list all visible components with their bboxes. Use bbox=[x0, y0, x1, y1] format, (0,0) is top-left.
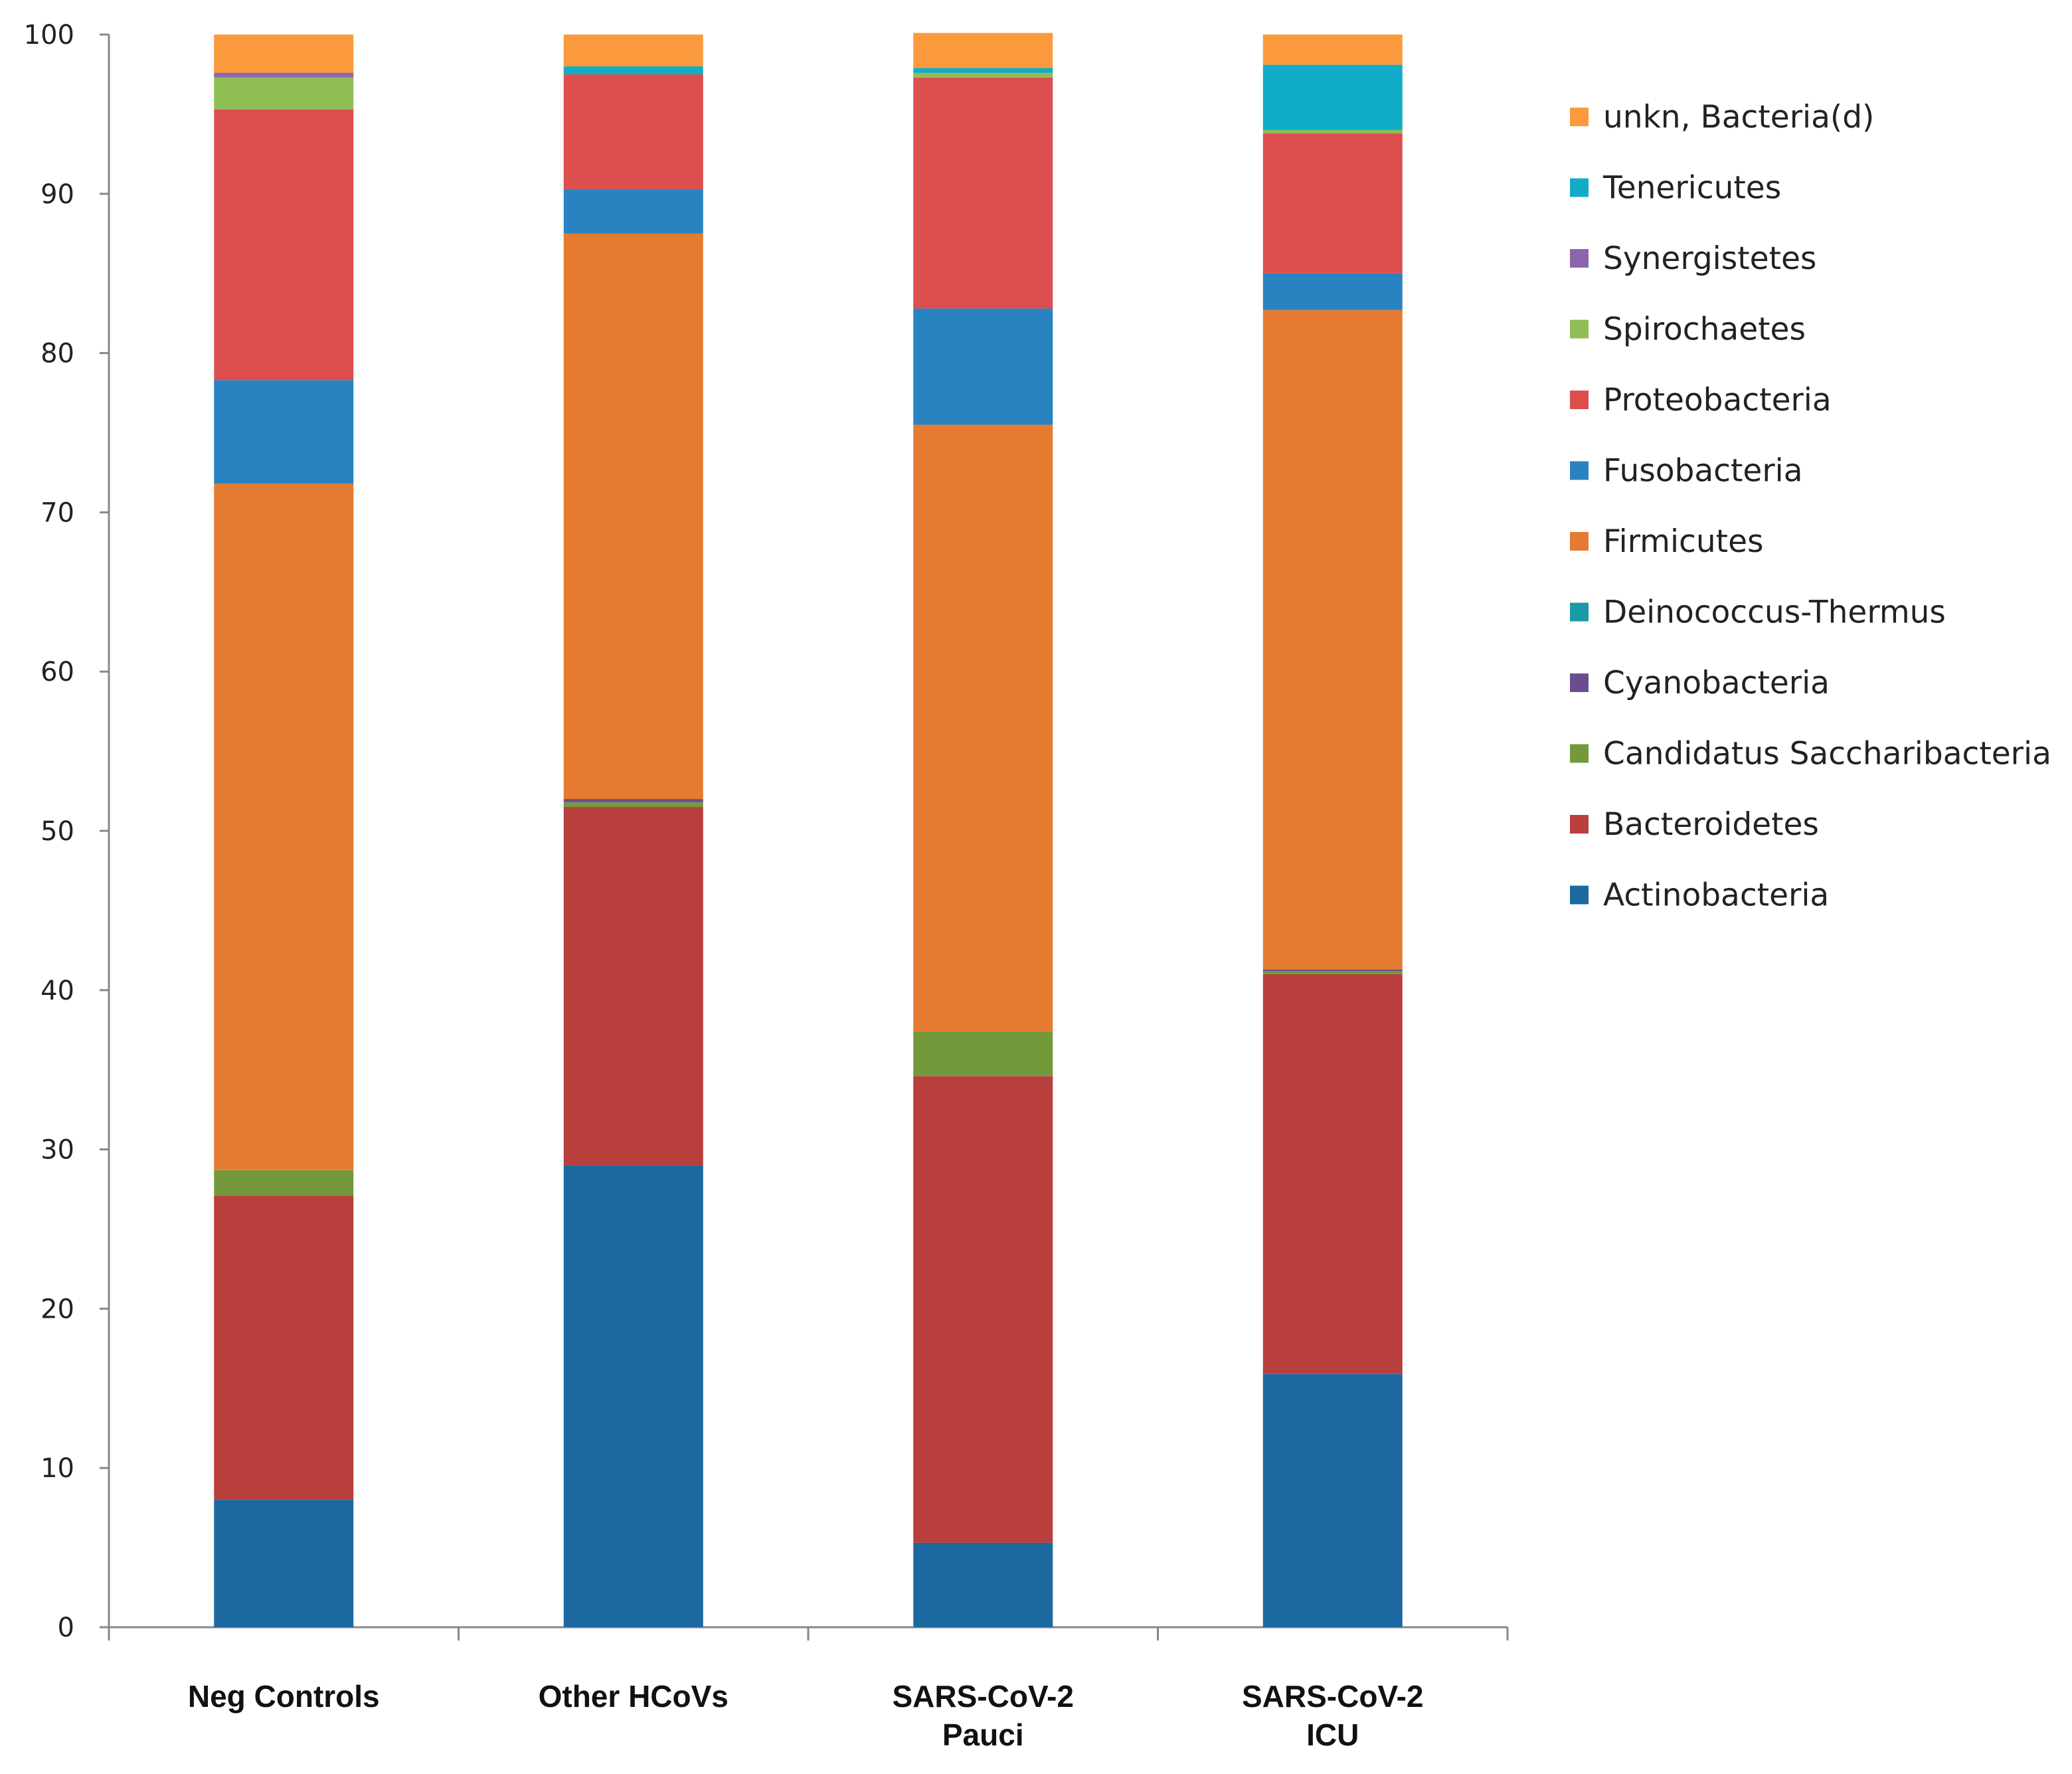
category-label: SARS-CoV-2 ICU bbox=[1242, 1679, 1423, 1752]
bar-segment-actinobacteria bbox=[913, 1542, 1053, 1627]
y-tick-label: 70 bbox=[41, 497, 74, 528]
bar-segment-actinobacteria bbox=[563, 1165, 703, 1627]
legend-label-actinobacteria: Actinobacteria bbox=[1603, 877, 1829, 914]
legend-swatch-deinococcus-thermus bbox=[1570, 602, 1589, 622]
bar-segment-candidatus-saccharibacteria bbox=[563, 802, 703, 808]
y-tick-label: 90 bbox=[41, 179, 74, 210]
bar-segment-unkn-bacteria-d bbox=[913, 33, 1053, 68]
bars bbox=[214, 33, 1403, 1627]
bar-segment-bacteroidetes bbox=[563, 807, 703, 1166]
y-tick-label: 10 bbox=[41, 1453, 74, 1484]
y-tick-label: 100 bbox=[24, 20, 74, 50]
bar-segment-fusobacteria bbox=[1262, 273, 1403, 310]
bar-segment-firmicutes bbox=[1262, 310, 1403, 970]
y-axis: 0 10 20 30 40 50 60 70 80 90 100 bbox=[24, 20, 110, 1643]
legend-label-deinococcus-thermus: Deinococcus-Thermus bbox=[1603, 594, 1946, 631]
legend-swatch-synergistetes bbox=[1570, 249, 1589, 268]
bar-segment-spirochaetes bbox=[1262, 130, 1403, 133]
bar-segment-firmicutes bbox=[563, 233, 703, 800]
legend-swatch-firmicutes bbox=[1570, 532, 1589, 551]
legend-label-candidatus-saccharibacteria: Candidatus Saccharibacteria bbox=[1603, 736, 2051, 772]
legend-label-unkn-bacteria-d: unkn, Bacteria(d) bbox=[1603, 99, 1874, 135]
category-label-line: ICU bbox=[1306, 1718, 1359, 1752]
bar-segment-candidatus-saccharibacteria bbox=[913, 1031, 1053, 1077]
bar-segment-proteobacteria bbox=[1262, 133, 1403, 274]
category-labels: Neg Controls Other HCoVs SARS-CoV-2 PauciSA… bbox=[188, 1679, 1424, 1752]
bar-segment-cyanobacteria bbox=[563, 799, 703, 802]
bar-segment-cyanobacteria bbox=[1262, 969, 1403, 972]
legend-swatch-cyanobacteria bbox=[1570, 673, 1589, 692]
y-tick-label: 30 bbox=[41, 1135, 74, 1166]
bar-segment-bacteroidetes bbox=[214, 1196, 354, 1500]
legend-label-fusobacteria: Fusobacteria bbox=[1603, 453, 1803, 489]
y-tick-label: 50 bbox=[41, 816, 74, 847]
bar-segment-candidatus-saccharibacteria bbox=[1262, 971, 1403, 974]
bar-segment-bacteroidetes bbox=[913, 1076, 1053, 1543]
bar-segment-actinobacteria bbox=[214, 1500, 354, 1627]
bar-segment-fusobacteria bbox=[214, 380, 354, 484]
legend: unkn, Bacteria(d) Tenericutes Synergistete… bbox=[1570, 99, 2051, 914]
legend-swatch-proteobacteria bbox=[1570, 391, 1589, 409]
bar-segment-candidatus-saccharibacteria bbox=[214, 1170, 354, 1196]
bar-segment-firmicutes bbox=[913, 424, 1053, 1032]
legend-swatch-spirochaetes bbox=[1570, 319, 1589, 339]
legend-swatch-unkn-bacteria-d bbox=[1570, 108, 1589, 126]
legend-label-bacteroidetes: Bacteroidetes bbox=[1603, 806, 1819, 843]
bar-segment-synergistetes bbox=[214, 72, 354, 78]
bar-segment-spirochaetes bbox=[913, 72, 1053, 78]
y-tick-label: 60 bbox=[41, 657, 74, 687]
bar-segment-tenericutes bbox=[563, 66, 703, 74]
category-label-line: Pauci bbox=[942, 1718, 1024, 1752]
category-label: SARS-CoV-2 Pauci bbox=[893, 1679, 1074, 1752]
y-tick-label: 80 bbox=[41, 339, 74, 369]
legend-label-proteobacteria: Proteobacteria bbox=[1603, 382, 1832, 418]
bar-segment-tenericutes bbox=[913, 68, 1053, 73]
legend-label-synergistetes: Synergistetes bbox=[1603, 240, 1816, 277]
legend-label-cyanobacteria: Cyanobacteria bbox=[1603, 665, 1830, 701]
bar-segment-unkn-bacteria-d bbox=[1262, 35, 1403, 65]
category-label: Other HCoVs bbox=[539, 1679, 729, 1714]
bar-segment-tenericutes bbox=[1262, 64, 1403, 130]
bar-segment-fusobacteria bbox=[913, 308, 1053, 425]
bar-segment-fusobacteria bbox=[563, 189, 703, 234]
x-axis bbox=[108, 1626, 1509, 1641]
legend-swatch-tenericutes bbox=[1570, 178, 1589, 197]
category-label-line: SARS-CoV-2 bbox=[1242, 1679, 1423, 1714]
legend-label-firmicutes: Firmicutes bbox=[1603, 523, 1763, 560]
legend-swatch-actinobacteria bbox=[1570, 885, 1589, 905]
legend-swatch-fusobacteria bbox=[1570, 461, 1589, 480]
y-tick-label: 40 bbox=[41, 976, 74, 1006]
legend-swatch-candidatus-saccharibacteria bbox=[1570, 744, 1589, 763]
category-label-line: SARS-CoV-2 bbox=[893, 1679, 1074, 1714]
y-tick-label: 20 bbox=[41, 1294, 74, 1324]
bar-segment-proteobacteria bbox=[913, 77, 1053, 309]
bar-segment-spirochaetes bbox=[214, 77, 354, 110]
bar-segment-unkn-bacteria-d bbox=[214, 35, 354, 73]
legend-swatch-bacteroidetes bbox=[1570, 815, 1589, 834]
bar-segment-actinobacteria bbox=[1262, 1374, 1403, 1627]
category-label-line: Neg Controls bbox=[188, 1679, 380, 1714]
legend-label-tenericutes: Tenericutes bbox=[1602, 170, 1781, 207]
bar-segment-proteobacteria bbox=[563, 74, 703, 189]
bar-segment-proteobacteria bbox=[214, 109, 354, 381]
bar-segment-unkn-bacteria-d bbox=[563, 35, 703, 66]
bar-segment-firmicutes bbox=[214, 484, 354, 1170]
category-label-line: Other HCoVs bbox=[539, 1679, 729, 1714]
y-tick-label: 0 bbox=[58, 1613, 74, 1643]
legend-label-spirochaetes: Spirochaetes bbox=[1603, 311, 1806, 348]
category-label: Neg Controls bbox=[188, 1679, 380, 1714]
bar-segment-bacteroidetes bbox=[1262, 974, 1403, 1374]
